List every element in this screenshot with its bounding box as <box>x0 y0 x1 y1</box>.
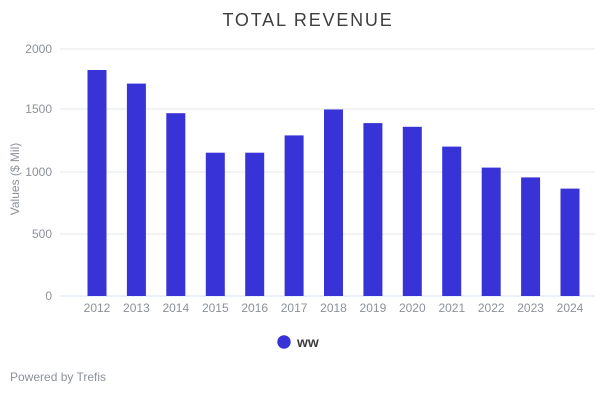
svg-text:2021: 2021 <box>438 301 465 315</box>
svg-text:2012: 2012 <box>84 301 111 315</box>
svg-text:2015: 2015 <box>202 301 229 315</box>
svg-text:2022: 2022 <box>478 301 505 315</box>
svg-text:2000: 2000 <box>25 42 52 56</box>
svg-text:1500: 1500 <box>25 102 52 116</box>
svg-text:1000: 1000 <box>25 165 52 179</box>
svg-text:2018: 2018 <box>320 301 347 315</box>
svg-text:2014: 2014 <box>162 301 189 315</box>
svg-text:0: 0 <box>45 289 52 303</box>
svg-text:2016: 2016 <box>241 301 268 315</box>
svg-text:500: 500 <box>32 227 52 241</box>
svg-text:2019: 2019 <box>360 301 387 315</box>
svg-text:2013: 2013 <box>123 301 150 315</box>
svg-text:2020: 2020 <box>399 301 426 315</box>
svg-text:2017: 2017 <box>281 301 308 315</box>
svg-text:ww: ww <box>296 334 319 350</box>
svg-text:2024: 2024 <box>557 301 584 315</box>
svg-text:2023: 2023 <box>517 301 544 315</box>
